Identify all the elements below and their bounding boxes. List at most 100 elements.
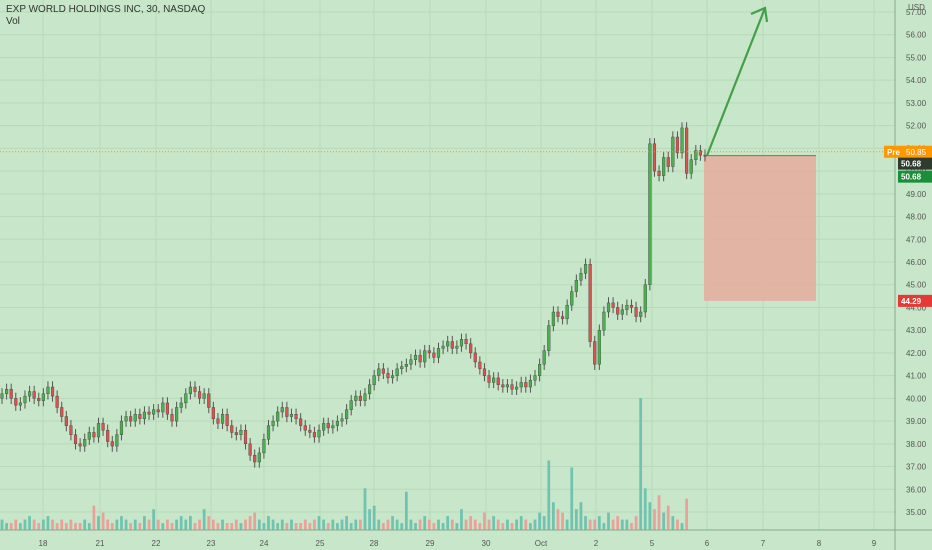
x-tick-label: 21: [96, 539, 105, 548]
candle-body: [184, 393, 188, 404]
volume-bar: [542, 516, 546, 530]
volume-bar: [639, 398, 643, 530]
candle-body: [551, 311, 555, 326]
volume-bar: [455, 523, 459, 530]
candle-body: [404, 364, 408, 367]
volume-bar: [9, 523, 13, 530]
candle-body: [9, 389, 13, 399]
volume-bar: [409, 519, 413, 530]
risk-zone[interactable]: [704, 155, 816, 301]
symbol-title[interactable]: EXP WORLD HOLDINGS INC, 30, NASDAQ: [6, 4, 206, 15]
projection-overlay[interactable]: [0, 6, 895, 157]
candle-body: [492, 377, 496, 383]
target-arrow-head: [750, 6, 769, 23]
candle-body: [560, 316, 565, 320]
volume-bar: [276, 523, 280, 530]
candle-body: [372, 375, 376, 385]
volume-bar: [584, 516, 587, 530]
candle-body: [156, 409, 160, 413]
candle-body: [698, 150, 702, 156]
x-tick-label: Oct: [535, 539, 548, 548]
y-tick-label: 52.00: [906, 122, 927, 131]
volume-bar: [55, 523, 59, 530]
volume-bar: [198, 519, 201, 530]
candle-body: [78, 443, 82, 447]
x-tick-label: 18: [39, 539, 48, 548]
volume-bars: [0, 398, 688, 530]
candle-body: [271, 420, 275, 426]
volume-bar: [322, 519, 326, 530]
volume-bar: [317, 516, 321, 530]
candle-body: [147, 411, 151, 415]
candle-body: [574, 279, 578, 292]
volume-bar: [32, 519, 36, 530]
candle-body: [368, 384, 372, 395]
candle-body: [50, 386, 55, 397]
candle-body: [377, 368, 381, 376]
candle-body: [629, 304, 634, 308]
y-tick-label: 37.00: [906, 463, 927, 472]
volume-bar: [0, 519, 4, 530]
volume-bar: [60, 519, 64, 530]
candle-body: [689, 159, 693, 174]
candle-body: [464, 339, 468, 345]
candle-body: [533, 375, 537, 381]
candle-body: [230, 425, 234, 433]
candle-body: [317, 429, 321, 438]
candle-body: [119, 420, 124, 435]
volume-bar: [189, 516, 192, 530]
volume-bar: [676, 519, 679, 530]
volume-bar: [565, 519, 569, 530]
volume-bar: [597, 516, 601, 530]
candle-body: [299, 418, 303, 426]
volume-bar: [14, 519, 18, 530]
candle-body: [487, 375, 491, 383]
candle-body: [625, 304, 629, 310]
volume-bar: [657, 495, 661, 530]
volume-bar: [294, 523, 298, 530]
last-price-label: 50.68: [901, 160, 922, 169]
volume-bar: [653, 509, 656, 530]
y-tick-label: 55.00: [906, 53, 927, 62]
candle-body: [418, 354, 422, 363]
volume-bar: [473, 519, 477, 530]
y-tick-label: 49.00: [906, 190, 927, 199]
volume-bar: [363, 488, 367, 530]
volume-bar: [120, 516, 123, 530]
candle-body: [138, 414, 142, 420]
y-tick-label: 44.00: [906, 303, 927, 312]
volume-bar: [110, 523, 114, 530]
volume-bar: [64, 523, 68, 530]
volume-bar: [225, 523, 229, 530]
volume-bar: [74, 523, 77, 530]
x-tick-label: 9: [872, 539, 877, 548]
volume-bar: [5, 523, 8, 530]
volume-bar: [538, 512, 541, 530]
candle-body: [528, 379, 532, 388]
volume-bar: [267, 516, 270, 530]
candle-body: [124, 416, 128, 422]
volume-bar: [230, 523, 234, 530]
volume-bar: [524, 519, 528, 530]
candle-body: [239, 429, 243, 435]
volume-bar: [37, 523, 41, 530]
volume-bar: [414, 523, 417, 530]
volume-bar: [138, 523, 142, 530]
candle-body: [643, 284, 647, 313]
volume-bar: [579, 502, 583, 530]
candle-body: [620, 309, 624, 315]
y-tick-label: 41.00: [906, 372, 927, 381]
volume-bar: [239, 523, 243, 530]
y-tick-label: 47.00: [906, 235, 927, 244]
candle-body: [648, 143, 652, 285]
volume-bar: [643, 488, 647, 530]
volume-bar: [377, 519, 381, 530]
candle-body: [220, 414, 225, 424]
candle-body: [110, 441, 114, 447]
candle-body: [482, 368, 487, 376]
volume-bar: [469, 516, 473, 530]
volume-bar: [69, 519, 73, 530]
volume-indicator-label[interactable]: Vol: [6, 16, 20, 27]
candle-body: [179, 402, 183, 408]
